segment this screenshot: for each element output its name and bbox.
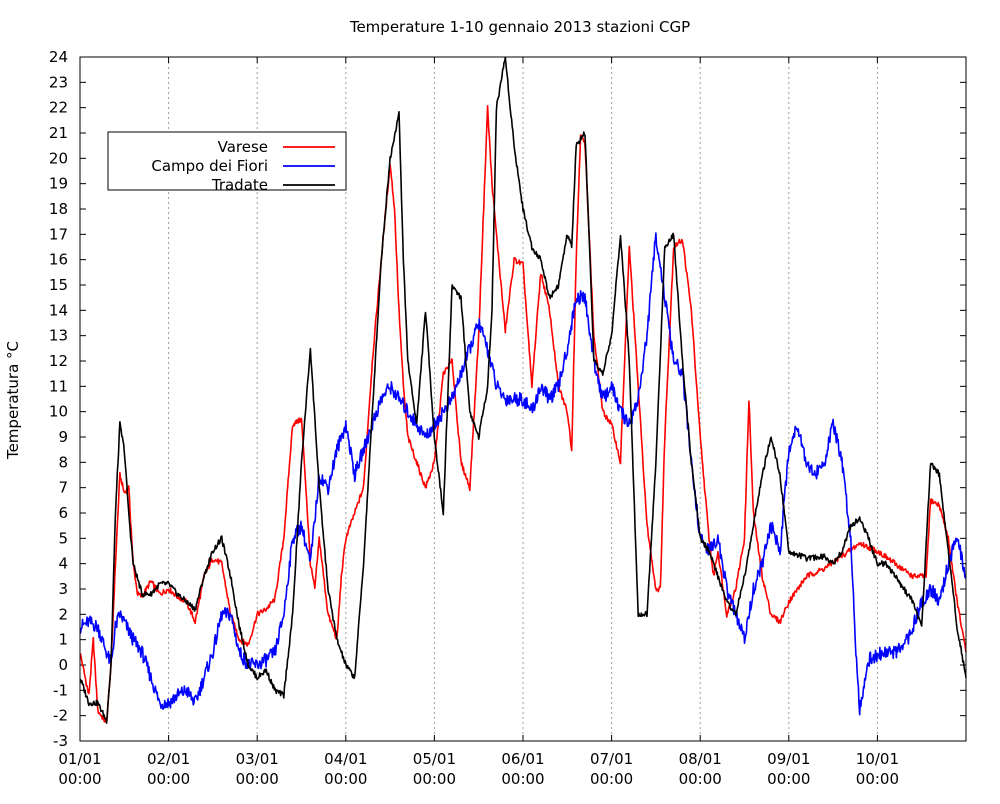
y-tick-label: 9 bbox=[58, 428, 68, 446]
chart-title: Temperature 1-10 gennaio 2013 stazioni C… bbox=[349, 18, 690, 36]
y-tick-label: -3 bbox=[53, 732, 68, 750]
x-tick-label-date: 05/01 bbox=[413, 750, 456, 768]
tick-layer: 01/01 00:00 02/01 00:00 03/01 00:00 04/01 00:00… bbox=[49, 48, 966, 788]
x-tick-label-time: 00:00 bbox=[413, 770, 456, 788]
y-tick-label: 12 bbox=[49, 352, 68, 370]
y-axis-label: Temperatura °C bbox=[4, 341, 22, 460]
x-tick-label-time: 00:00 bbox=[679, 770, 722, 788]
legend-label: Tradate bbox=[211, 176, 268, 194]
x-tick-label-time: 00:00 bbox=[856, 770, 899, 788]
x-tick-label-time: 00:00 bbox=[147, 770, 190, 788]
y-tick-label: 23 bbox=[49, 73, 68, 91]
x-tick-label-time: 00:00 bbox=[501, 770, 544, 788]
x-tick-label-time: 00:00 bbox=[236, 770, 279, 788]
x-tick-label-date: 07/01 bbox=[590, 750, 633, 768]
y-tick-label: 11 bbox=[49, 377, 68, 395]
x-tick-label-date: 01/01 bbox=[58, 750, 101, 768]
y-tick-label: 3 bbox=[58, 580, 68, 598]
legend-label: Varese bbox=[218, 138, 268, 156]
x-tick-label-date: 09/01 bbox=[767, 750, 810, 768]
series-line-varese bbox=[79, 105, 967, 724]
x-tick-label-time: 00:00 bbox=[767, 770, 810, 788]
x-tick-label-date: 10/01 bbox=[856, 750, 899, 768]
x-tick-label-time: 00:00 bbox=[590, 770, 633, 788]
y-tick-label: 18 bbox=[49, 200, 68, 218]
legend-box bbox=[107, 131, 347, 191]
y-tick-label: 20 bbox=[49, 149, 68, 167]
y-tick-label: 16 bbox=[49, 251, 68, 269]
y-tick-label: -1 bbox=[53, 681, 68, 699]
y-tick-label: 6 bbox=[58, 504, 68, 522]
x-tick-label-time: 00:00 bbox=[324, 770, 367, 788]
x-tick-label-date: 02/01 bbox=[147, 750, 190, 768]
y-tick-label: 10 bbox=[49, 403, 68, 421]
y-tick-label: 7 bbox=[58, 479, 68, 497]
y-tick-label: 1 bbox=[58, 631, 68, 649]
y-tick-label: 8 bbox=[58, 453, 68, 471]
grid-layer bbox=[168, 57, 878, 741]
y-tick-label: 2 bbox=[58, 605, 68, 623]
y-tick-label: 5 bbox=[58, 529, 68, 547]
series-line-tradate bbox=[79, 56, 967, 724]
x-tick-label-date: 03/01 bbox=[236, 750, 279, 768]
series-line-campo-dei-fiori bbox=[79, 232, 967, 716]
y-tick-label: -2 bbox=[53, 707, 68, 725]
y-tick-label: 22 bbox=[49, 99, 68, 117]
y-tick-label: 0 bbox=[58, 656, 68, 674]
y-tick-label: 24 bbox=[49, 48, 68, 66]
series-layer bbox=[79, 56, 967, 724]
x-tick-label-date: 08/01 bbox=[679, 750, 722, 768]
y-tick-label: 14 bbox=[49, 301, 68, 319]
y-tick-label: 17 bbox=[49, 225, 68, 243]
plot-frame bbox=[79, 56, 967, 742]
y-tick-label: 15 bbox=[49, 276, 68, 294]
y-tick-label: 4 bbox=[58, 555, 68, 573]
y-tick-label: 13 bbox=[49, 327, 68, 345]
x-tick-label-date: 06/01 bbox=[501, 750, 544, 768]
y-tick-label: 21 bbox=[49, 124, 68, 142]
legend-label: Campo dei Fiori bbox=[151, 157, 268, 175]
y-tick-label: 19 bbox=[49, 175, 68, 193]
x-tick-label-time: 00:00 bbox=[58, 770, 101, 788]
x-tick-label-date: 04/01 bbox=[324, 750, 367, 768]
